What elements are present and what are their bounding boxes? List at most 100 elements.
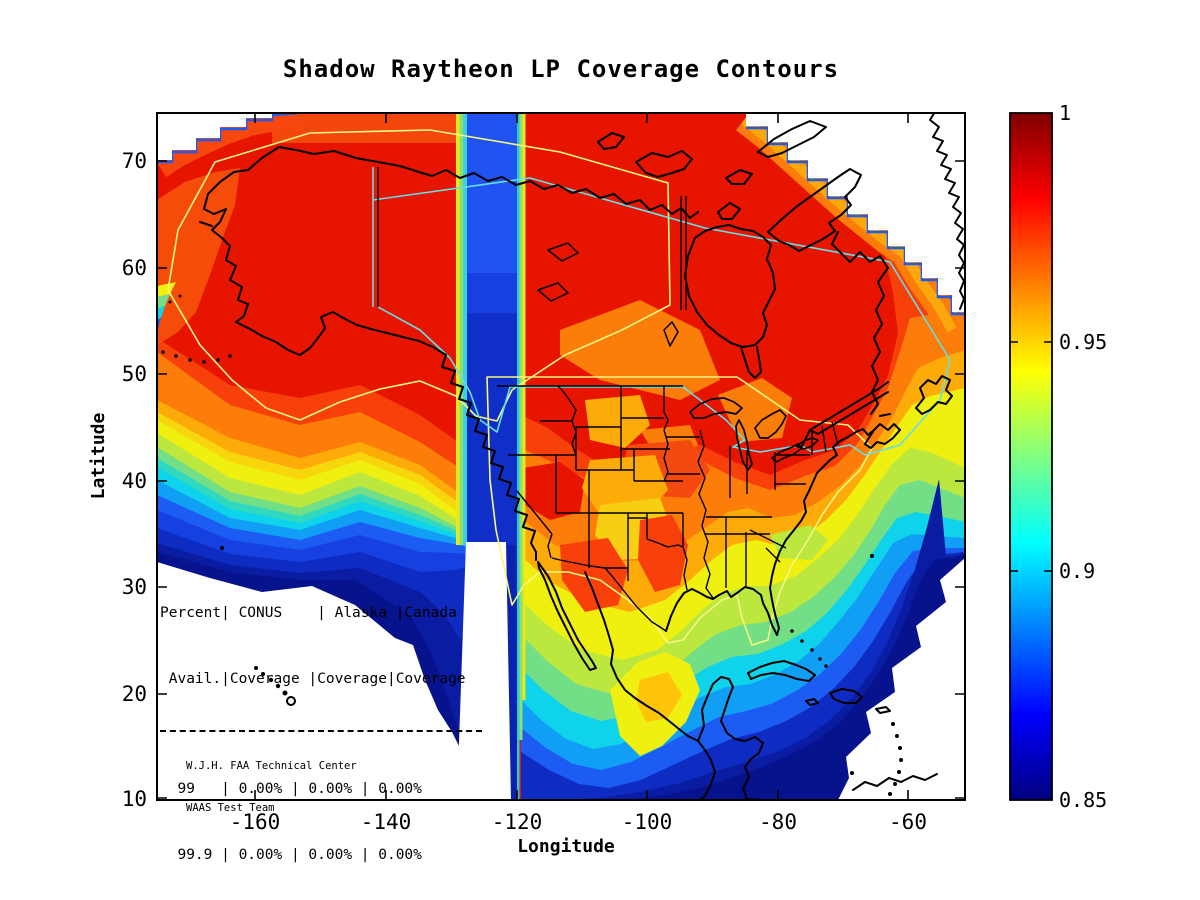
ytick-label: 50 <box>122 362 147 386</box>
coverage-table-header1: Percent| CONUS | Alaska |Canada <box>160 605 457 621</box>
antilles-island <box>891 722 895 726</box>
contour-patch <box>157 306 165 320</box>
coverage-table-separator <box>160 730 482 732</box>
antilles-island <box>850 771 854 775</box>
coastlines <box>199 113 965 800</box>
contour-patch <box>560 538 628 612</box>
coverage-table-row: 99 | 0.00% | 0.00% | 0.00% <box>160 781 422 797</box>
hudson-bay-coastline <box>684 224 776 348</box>
antilles-island <box>899 758 903 762</box>
mississippi-river-border <box>697 429 714 599</box>
colorbar-label-095: 0.95 <box>1059 330 1107 354</box>
stripe-edge <box>456 113 460 545</box>
antilles-island <box>888 792 892 796</box>
no-data-se <box>838 558 965 800</box>
aleutian-island <box>228 354 232 358</box>
antilles-island <box>895 734 899 738</box>
banks-island-coastline <box>597 132 625 150</box>
bahamas-island <box>810 648 814 652</box>
stripe-edge <box>522 113 526 700</box>
no-data-wedge <box>457 542 511 800</box>
hispaniola-coastline <box>829 688 863 704</box>
caribbean-islands-coastline <box>805 698 891 714</box>
hawaii-island <box>275 683 281 689</box>
us-gulf-atlantic-coastline <box>665 428 875 636</box>
contour-band <box>272 113 467 143</box>
small-island <box>220 546 224 550</box>
axis-titles: Longitude Latitude <box>88 412 615 857</box>
labrador-coastline <box>831 231 889 415</box>
aleutian-island <box>174 354 178 358</box>
ellesmere-coastline <box>757 120 827 158</box>
plot-border <box>156 112 966 801</box>
lake-superior <box>689 397 743 419</box>
bahamas-island <box>818 657 822 661</box>
arctic-islands-coastline <box>717 169 753 220</box>
no-data-nw <box>157 113 272 160</box>
axis-tick-labels: -160 -140 -120 -100 -80 -60 70 60 50 40 … <box>122 149 927 834</box>
aleutian-island <box>161 350 165 354</box>
contour-patch <box>560 300 720 400</box>
lake-ontario <box>795 437 819 450</box>
conus-boundary-line <box>486 376 873 646</box>
xtick-label: -100 <box>622 810 673 834</box>
coverage-table-header2: Avail.|Coverage |Coverage|Coverage <box>160 671 466 687</box>
contour-patch <box>157 282 176 297</box>
bahamas-island <box>800 639 804 643</box>
western-state-borders <box>508 385 700 591</box>
ytick-label: 40 <box>122 469 147 493</box>
canada-lakes <box>537 242 679 347</box>
lake-huron <box>754 409 787 439</box>
no-data-ne-greenland <box>746 113 965 312</box>
stripe-sliver <box>506 545 517 800</box>
hawaii-island <box>261 672 265 676</box>
coverage-table: Percent| CONUS | Alaska |Canada Avail.|C… <box>160 558 482 900</box>
yucatan-coastline <box>697 676 764 800</box>
ytick-label: 30 <box>122 575 147 599</box>
aleutian-island <box>188 358 192 362</box>
bahamas-island <box>790 629 794 633</box>
aleutian-island <box>216 358 220 362</box>
hawaii-island <box>268 677 274 683</box>
baja-coastline <box>537 561 597 671</box>
st-lawrence-coastline <box>801 381 889 447</box>
bermuda-island <box>870 554 874 558</box>
no-data-regions <box>157 113 965 800</box>
james-bay-coastline <box>740 346 762 379</box>
colorbar-label-1: 1 <box>1059 101 1071 125</box>
hawaii-island <box>282 690 288 696</box>
antilles-island <box>893 782 897 786</box>
ytick-label: 10 <box>122 787 147 811</box>
colorbar-gradient <box>1009 112 1053 801</box>
service-boundaries <box>167 129 951 646</box>
small-islands <box>161 294 903 796</box>
colorbar-ticks <box>1010 341 1052 572</box>
xtick-label: -80 <box>759 810 797 834</box>
cuba-coastline <box>747 660 816 682</box>
hawaii-big-island <box>286 696 296 706</box>
chart-title: Shadow Raytheon LP Coverage Contours <box>282 55 840 83</box>
colorbar-label-085: 0.85 <box>1059 788 1107 812</box>
colorbar-label-09: 0.9 <box>1059 559 1095 583</box>
hawaii-island <box>254 666 258 670</box>
state-borders <box>377 167 839 632</box>
contour-patch <box>585 395 650 448</box>
nova-scotia-coastline <box>864 413 901 449</box>
eastern-state-borders <box>705 421 839 588</box>
greenland-coastline <box>929 113 965 310</box>
xtick-label: -120 <box>492 810 543 834</box>
stripe-edge <box>519 113 523 740</box>
ytick-label: 60 <box>122 256 147 280</box>
st-lawrence-island <box>199 221 213 227</box>
credit-line-1: W.J.H. FAA Technical Center <box>186 760 357 772</box>
contour-patch <box>157 294 170 309</box>
contour-patch <box>523 462 585 520</box>
antilles-island <box>897 770 901 774</box>
stripe-edge <box>517 113 520 800</box>
colorbar-labels: 1 0.95 0.9 0.85 <box>1059 101 1107 812</box>
ytick-label: 20 <box>122 682 147 706</box>
canada-territory-borders <box>377 167 687 310</box>
xtick-label: -140 <box>361 810 412 834</box>
baffin-island-coastline <box>767 168 862 252</box>
